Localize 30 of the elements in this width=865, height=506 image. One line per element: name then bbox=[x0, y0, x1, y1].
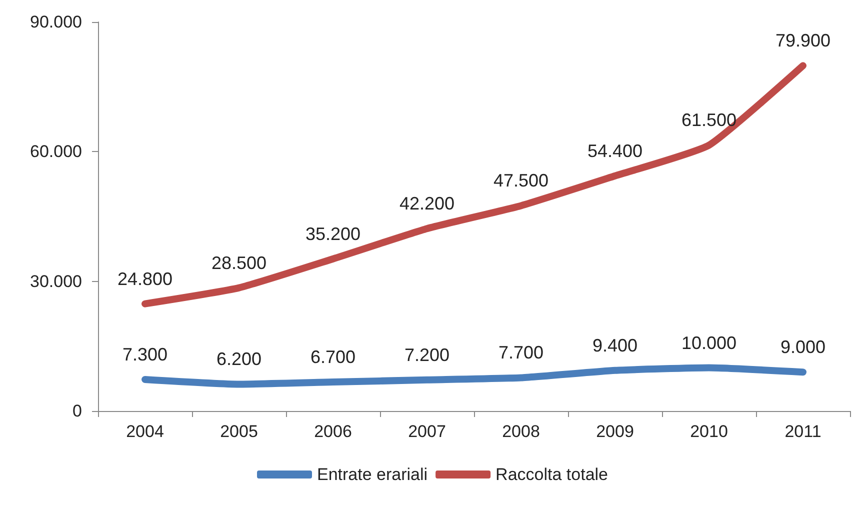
data-label: 28.500 bbox=[211, 252, 267, 273]
legend-label: Entrate erariali bbox=[317, 465, 428, 484]
x-tick-label: 2008 bbox=[502, 422, 540, 441]
data-label: 42.200 bbox=[399, 194, 455, 214]
y-tick-label: 60.000 bbox=[30, 142, 82, 162]
x-tick-label: 2005 bbox=[220, 422, 258, 441]
x-tick-label: 2010 bbox=[690, 422, 728, 441]
y-tick-label: 30.000 bbox=[30, 272, 82, 291]
data-label: 9.000 bbox=[780, 337, 826, 358]
x-tick-label: 2006 bbox=[314, 422, 352, 441]
x-tick-label: 2007 bbox=[408, 422, 446, 441]
data-label: 6.700 bbox=[310, 347, 356, 368]
data-label: 54.400 bbox=[587, 140, 643, 161]
data-label: 35.200 bbox=[305, 224, 361, 244]
x-tick-label: 2011 bbox=[784, 422, 822, 441]
data-label: 79.900 bbox=[775, 30, 831, 51]
data-label: 61.500 bbox=[681, 110, 737, 130]
y-tick-label: 0 bbox=[72, 402, 82, 420]
data-label: 7.200 bbox=[404, 344, 450, 365]
data-label: 10.000 bbox=[681, 332, 737, 353]
x-tick-label: 2004 bbox=[126, 422, 164, 441]
x-tick-label: 2009 bbox=[596, 422, 634, 441]
data-label: 7.700 bbox=[498, 342, 544, 363]
legend-label: Raccolta totale bbox=[496, 465, 608, 484]
data-label: 24.800 bbox=[117, 268, 173, 289]
data-label: 47.500 bbox=[493, 170, 549, 191]
data-label: 6.200 bbox=[216, 349, 262, 370]
data-label: 9.400 bbox=[592, 335, 638, 356]
y-tick-label: 90.000 bbox=[30, 12, 82, 32]
data-label: 7.300 bbox=[122, 344, 168, 364]
